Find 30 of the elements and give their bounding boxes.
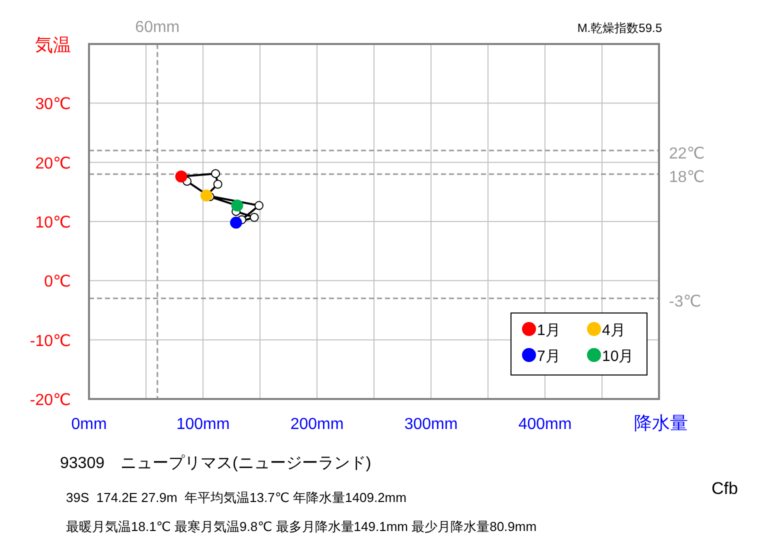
text: 39S 174.2E 27.9m 年平均気温13.7℃ 年降水量1409.2mm: [66, 490, 406, 505]
y-tick-label: -10℃: [30, 332, 71, 350]
text: Cfb: [712, 479, 738, 498]
legend-label: 10月: [602, 348, 634, 365]
y-tick-label: 20℃: [35, 155, 71, 172]
ref-line-label: 60mm: [135, 19, 180, 36]
legend-label: 4月: [602, 322, 626, 339]
y-tick-label: -20℃: [30, 392, 71, 409]
legend-label: 7月: [537, 348, 560, 365]
point: [254, 201, 264, 210]
y-tick-label: 10℃: [35, 214, 71, 232]
point: [250, 212, 259, 222]
y-axis-title: 気温: [35, 35, 71, 55]
text: M.乾燥指数59.5: [577, 21, 662, 35]
x-tick-label: 400mm: [518, 416, 572, 433]
x-tick-label: 200mm: [290, 416, 344, 433]
text: 最暖月気温18.1℃ 最寒月気温9.8℃ 最多月降水量149.1mm 最少月降水量80.9mm: [66, 519, 537, 534]
y-tick-label: 0℃: [44, 274, 71, 291]
x-axis-title: 降水量: [634, 413, 688, 433]
x-tick-label: 100mm: [176, 416, 230, 433]
text: 93309 ニュープリマス(ニュージーランド): [60, 454, 372, 472]
point: [211, 169, 220, 178]
y-tick-label: 30℃: [35, 96, 71, 114]
ref-line-label: 18℃: [669, 169, 705, 186]
point: [213, 180, 222, 189]
ref-line-label: 22℃: [669, 146, 705, 162]
x-tick-label: 300mm: [404, 416, 458, 433]
legend-label: 1月: [537, 322, 560, 339]
ref-line-label: -3℃: [669, 293, 702, 310]
x-tick-label: 0mm: [71, 416, 107, 433]
